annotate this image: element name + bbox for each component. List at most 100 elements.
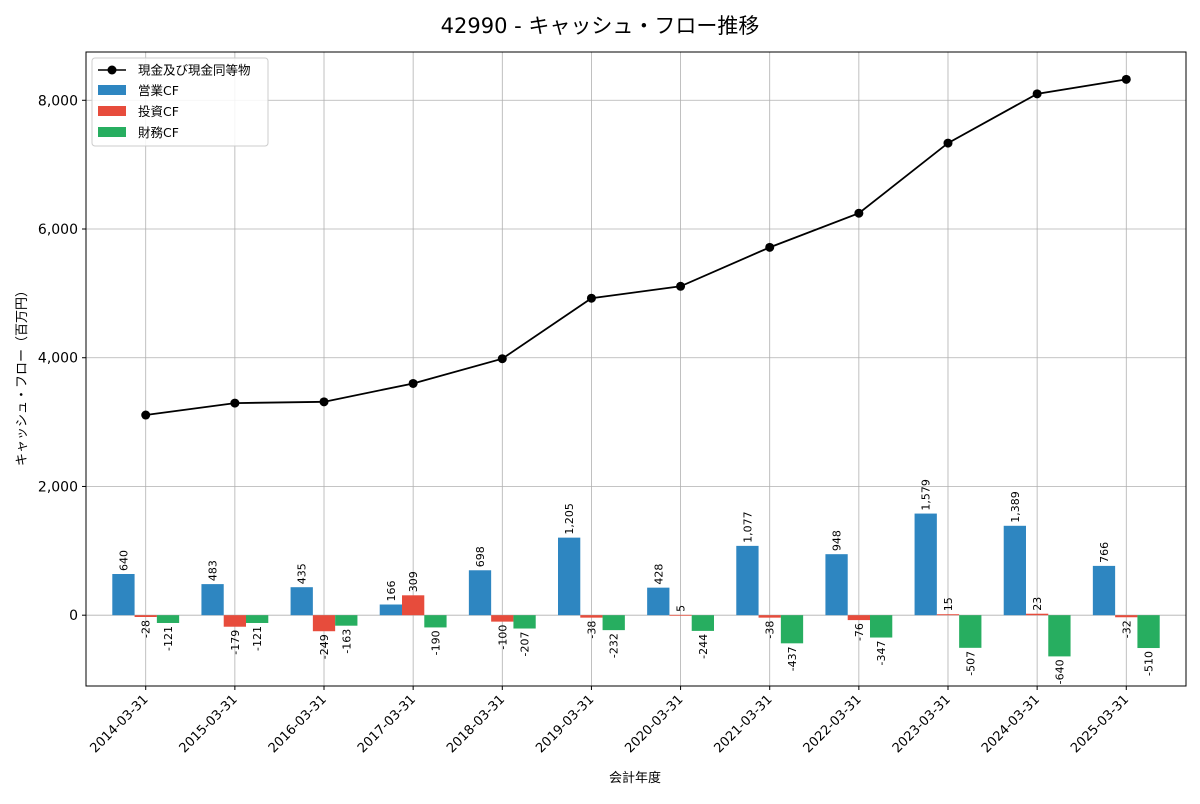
y-tick-label: 0 (69, 608, 78, 624)
cash-equivalents-point (1121, 74, 1131, 84)
financing-cf-bar (246, 615, 269, 623)
financing-cf-value-label: -244 (697, 634, 710, 659)
financing-cf-bar (424, 615, 447, 628)
legend-label-investing: 投資CF (138, 104, 179, 119)
operating-cf-value-label: 698 (474, 546, 487, 567)
financing-cf-bar (156, 615, 180, 623)
legend-box (91, 57, 269, 147)
plot-frame (85, 51, 1187, 687)
cash-equivalents-line (145, 78, 1127, 416)
investing-cf-bar (936, 614, 960, 616)
x-tick-label: 2021-03-31 (712, 692, 776, 756)
operating-cf-value-label: 1,389 (1009, 491, 1022, 523)
x-tick-label: 2014-03-31 (88, 692, 152, 756)
financing-cf-bar (1048, 615, 1071, 657)
operating-cf-bar (647, 587, 670, 616)
operating-cf-bar (112, 574, 135, 616)
operating-cf-bar (290, 587, 313, 616)
investing-cf-value-label: -179 (229, 630, 242, 655)
operating-cf-value-label: 166 (385, 581, 398, 602)
legend-marker-cash (107, 65, 117, 75)
investing-cf-bar (223, 615, 247, 627)
cash-equivalents-point (1032, 89, 1042, 99)
legend-label-cash: 現金及び現金同等物 (138, 63, 251, 78)
y-tick-label: 6,000 (38, 222, 78, 238)
y-tick-label: 4,000 (38, 351, 78, 367)
investing-cf-value-label: 23 (1031, 597, 1044, 611)
operating-cf-bar (1003, 525, 1026, 616)
operating-cf-bar (825, 554, 848, 616)
investing-cf-bar (758, 615, 781, 618)
x-tick-label: 2016-03-31 (266, 692, 330, 756)
operating-cf-bar (379, 604, 403, 616)
financing-cf-value-label: -232 (608, 633, 621, 658)
x-tick-label: 2022-03-31 (801, 692, 865, 756)
cash-equivalents-point (230, 398, 240, 408)
financing-cf-bar (602, 615, 625, 631)
operating-cf-bar (468, 570, 492, 616)
operating-cf-value-label: 1,077 (741, 511, 754, 543)
bar-labels-layer: 640 483 435 166 698 1,205 428 1,077 948 1,579 1,38… (117, 479, 1155, 684)
legend-label-operating: 営業CF (138, 83, 179, 98)
x-tick-label: 2015-03-31 (177, 692, 241, 756)
cash-equivalents-point (497, 354, 507, 364)
operating-cf-bar (1092, 565, 1116, 616)
operating-cf-value-label: 435 (296, 563, 309, 584)
legend-swatch-operating (98, 85, 126, 95)
financing-cf-value-label: -163 (340, 629, 353, 654)
legend: 現金及び現金同等物 営業CF 投資CF 財務CF (91, 57, 269, 147)
operating-cf-value-label: 766 (1098, 542, 1111, 563)
investing-cf-value-label: 309 (407, 571, 420, 592)
x-tick-label: 2024-03-31 (979, 692, 1043, 756)
financing-cf-value-label: -437 (786, 646, 799, 671)
investing-cf-bar (312, 615, 336, 632)
cash-equivalents-point (676, 281, 686, 291)
x-tick-label: 2017-03-31 (355, 692, 419, 756)
investing-cf-value-label: -249 (318, 634, 331, 659)
grid-layer (86, 52, 1186, 686)
financing-cf-value-label: -510 (1143, 651, 1156, 676)
investing-cf-value-label: 15 (942, 597, 955, 611)
y-tick-label: 8,000 (38, 93, 78, 109)
legend-swatch-investing (98, 106, 126, 116)
operating-cf-value-label: 1,205 (563, 503, 576, 535)
operating-cf-value-label: 1,579 (920, 479, 933, 511)
financing-cf-bar (513, 615, 536, 629)
investing-cf-bar (580, 615, 603, 618)
operating-cf-value-label: 483 (207, 560, 220, 581)
cash-equivalents-point (319, 397, 329, 407)
operating-cf-value-label: 428 (652, 564, 665, 585)
x-tick-label: 2018-03-31 (444, 692, 508, 756)
operating-cf-value-label: 948 (831, 530, 844, 551)
investing-cf-value-label: -32 (1120, 620, 1133, 638)
cash-equivalents-point (408, 378, 418, 388)
investing-cf-value-label: -76 (853, 623, 866, 641)
y-axis-title: キャッシュ・フロー（百万円） (15, 284, 30, 466)
cash-equivalents-point (765, 242, 775, 252)
operating-cf-bar (736, 545, 759, 616)
financing-cf-value-label: -190 (429, 630, 442, 655)
financing-cf-bar (780, 615, 804, 644)
x-axis-title: 会計年度 (609, 770, 661, 786)
operating-cf-bar (914, 513, 937, 616)
cash-equivalents-point (586, 293, 596, 303)
operating-cf-bar (201, 584, 224, 616)
financing-cf-bar (869, 615, 893, 638)
investing-cf-bar (491, 615, 514, 622)
x-tick-label: 2025-03-31 (1068, 692, 1132, 756)
y-tick-label: 2,000 (38, 479, 78, 495)
investing-cf-value-label: -100 (496, 625, 509, 650)
investing-cf-bar (847, 615, 870, 621)
x-tick-label: 2023-03-31 (890, 692, 954, 756)
operating-cf-value-label: 640 (117, 550, 130, 571)
investing-cf-bar (669, 614, 692, 616)
cash-equivalents-point (854, 208, 864, 218)
x-tick-label: 2019-03-31 (533, 692, 597, 756)
financing-cf-bar (691, 615, 714, 631)
financing-cf-value-label: -347 (875, 641, 888, 666)
financing-cf-bar (335, 615, 358, 626)
investing-cf-bar (1025, 613, 1049, 616)
investing-cf-bar (402, 595, 425, 616)
